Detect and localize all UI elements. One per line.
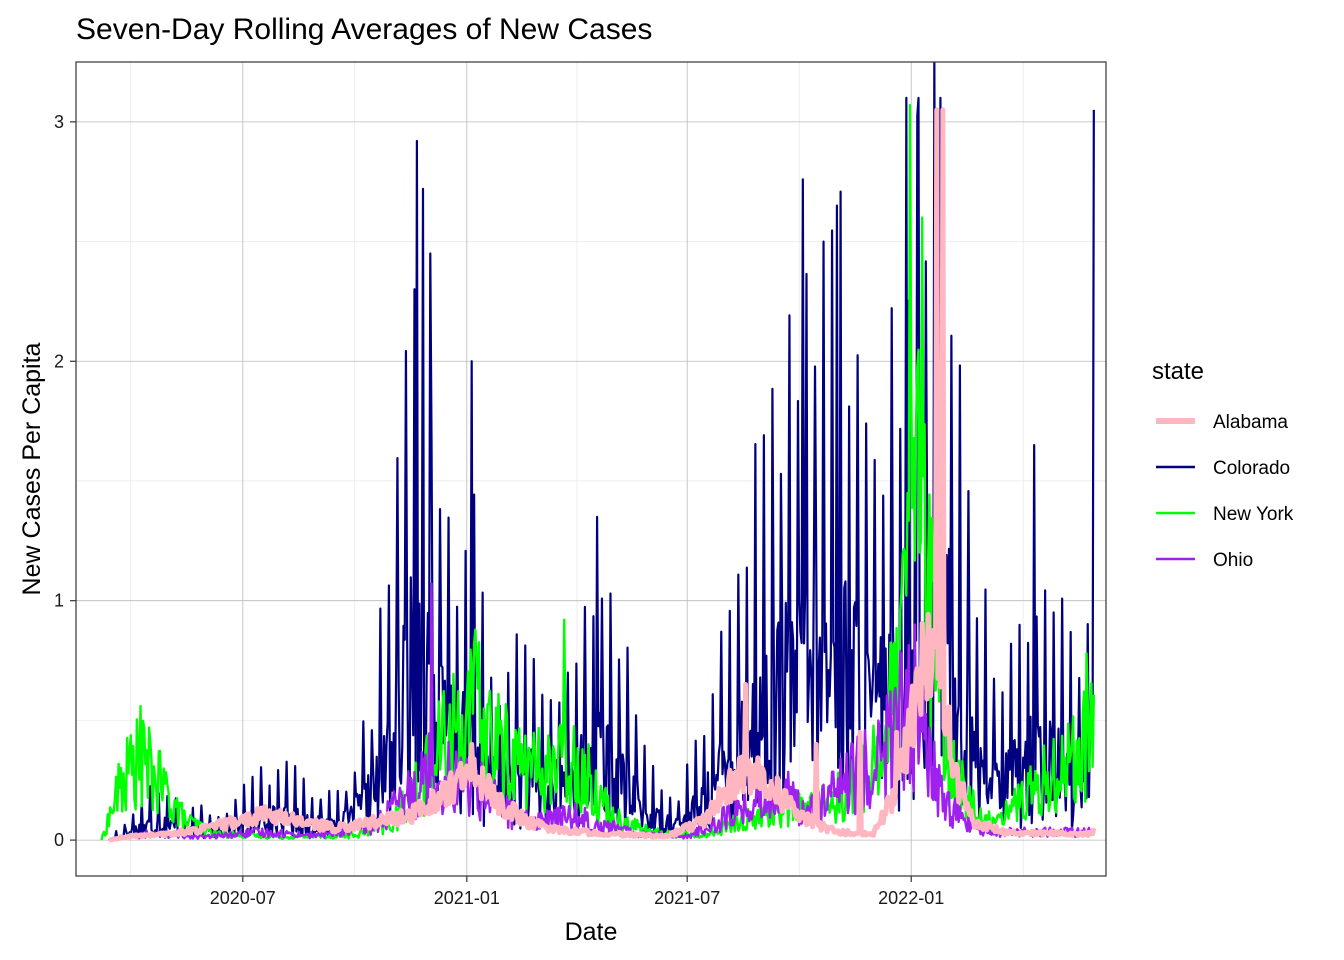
legend-item-colorado: Colorado (1156, 458, 1290, 479)
legend-title: state (1152, 358, 1204, 385)
y-tick-label: 0 (54, 830, 64, 850)
chart-title: Seven-Day Rolling Averages of New Cases (76, 13, 652, 46)
y-tick-label: 3 (54, 112, 64, 132)
legend-label: Ohio (1213, 550, 1253, 571)
x-axis-title: Date (565, 918, 618, 946)
legend-label: Alabama (1213, 412, 1288, 433)
legend-label: Colorado (1213, 458, 1290, 479)
y-tick-label: 2 (54, 351, 64, 371)
series-line-alabama (107, 107, 1097, 843)
legend: state Alabama Colorado New York Ohio (1152, 358, 1294, 571)
series-line-ohio (108, 582, 1095, 842)
x-tick-label: 2021-01 (434, 888, 500, 908)
legend-item-new-york: New York (1156, 504, 1294, 525)
x-tick-label: 2022-01 (878, 888, 944, 908)
y-axis-title: New Cases Per Capita (18, 342, 46, 595)
legend-item-alabama: Alabama (1156, 412, 1288, 433)
series-layer (100, 62, 1097, 843)
plot-panel-border (75, 61, 1107, 877)
x-tick-label: 2021-07 (654, 888, 720, 908)
x-tick-label: 2020-07 (210, 888, 276, 908)
axes: 0 1 2 3 2020-07 2021-01 2021-07 2022-01 (54, 112, 944, 908)
legend-label: New York (1213, 504, 1294, 525)
y-tick-label: 1 (54, 591, 64, 611)
legend-item-ohio: Ohio (1156, 550, 1253, 571)
